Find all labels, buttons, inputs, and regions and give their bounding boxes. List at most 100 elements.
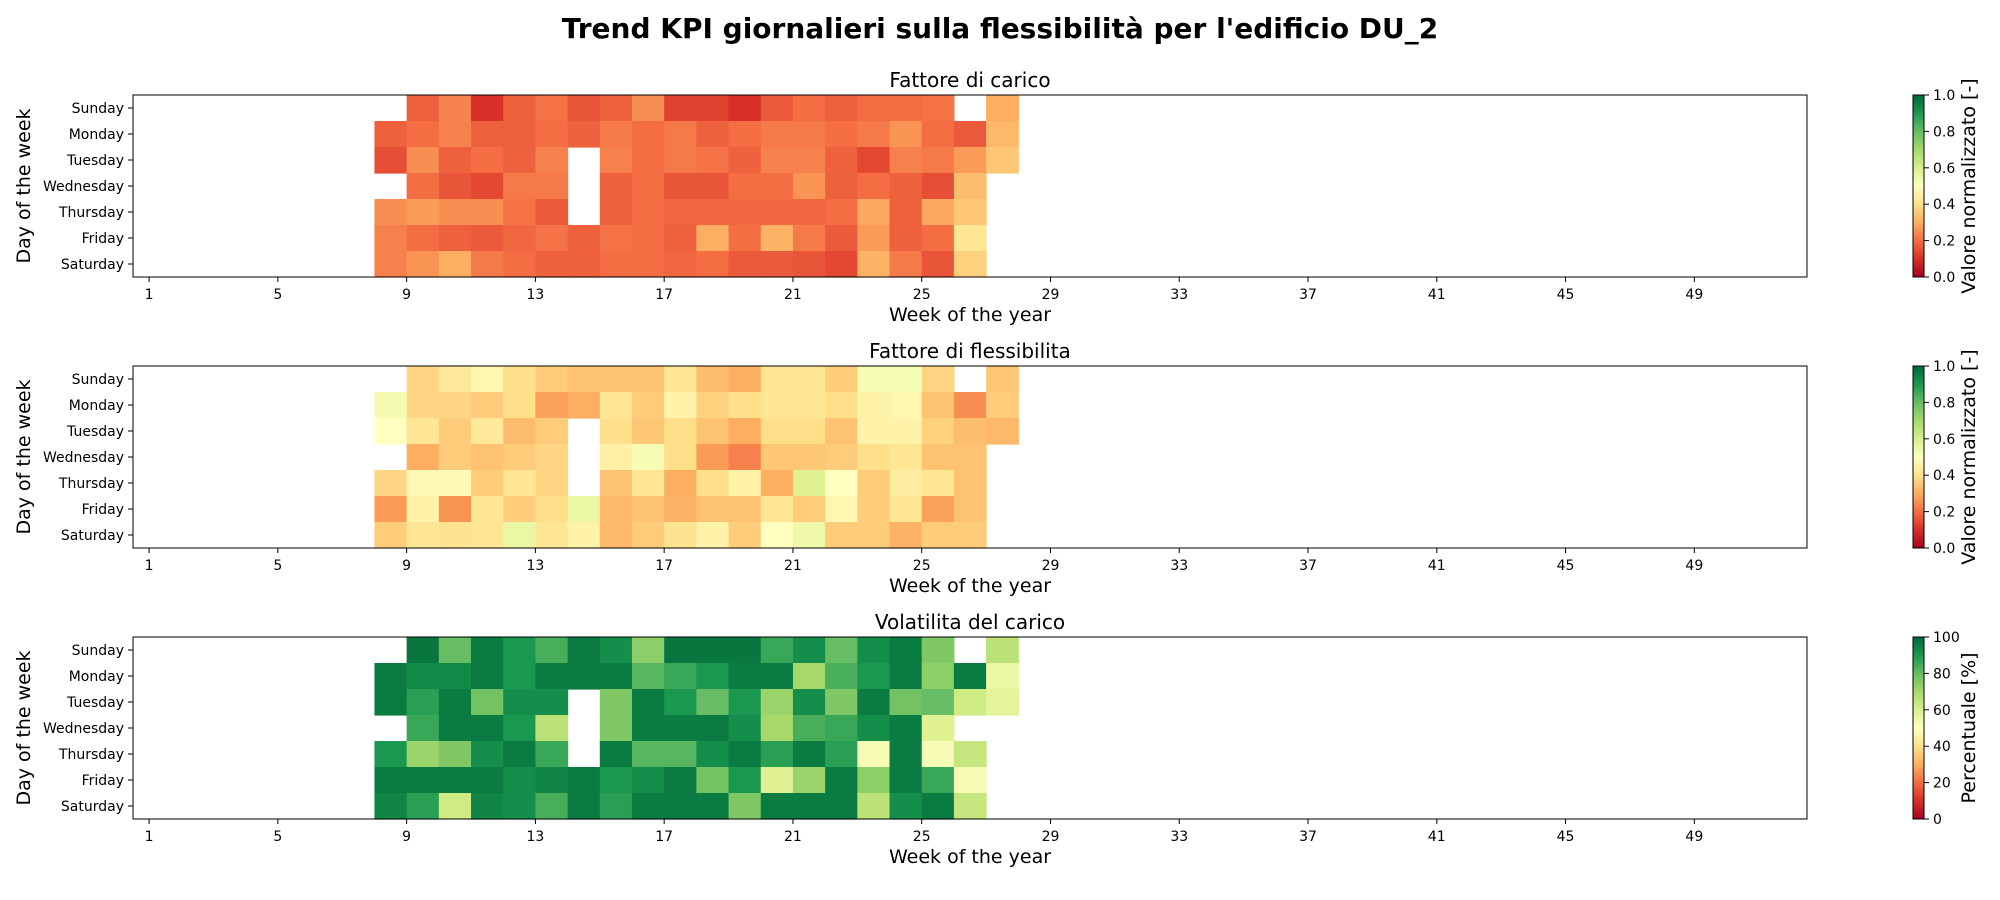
y-tick-label: Thursday — [58, 205, 124, 221]
heatmap-cell — [438, 173, 472, 200]
heatmap-cell — [471, 637, 504, 664]
heatmap-cell — [471, 225, 504, 252]
y-tick-label: Saturday — [61, 799, 124, 815]
heatmap-cell — [535, 470, 569, 497]
colorbar — [1912, 365, 1925, 549]
heatmap-cell — [953, 392, 987, 419]
heatmap-cell — [599, 95, 633, 122]
heatmap-cell — [953, 522, 987, 549]
heatmap-cell — [792, 251, 826, 278]
heatmap-cell — [438, 715, 472, 742]
colorbar — [1912, 636, 1925, 820]
heatmap-cell — [953, 173, 987, 200]
heatmap-cell — [889, 496, 923, 523]
heatmap-cell — [760, 366, 794, 393]
heatmap-cell — [728, 522, 762, 549]
heatmap-cell — [889, 251, 923, 278]
heatmap-cell — [728, 496, 762, 523]
heatmap-cell — [503, 663, 536, 690]
heatmap-cell — [889, 767, 923, 794]
x-tick-label: 17 — [655, 558, 673, 574]
x-tick-label: 45 — [1557, 558, 1575, 574]
heatmap-cell — [535, 199, 569, 226]
heatmap-cell — [953, 121, 987, 148]
heatmap-cell — [696, 392, 730, 419]
heatmap-cell — [664, 741, 697, 768]
heatmap-cell — [599, 225, 633, 252]
heatmap-cell — [438, 251, 472, 278]
heatmap-cell — [503, 251, 536, 278]
heatmap-cell — [889, 689, 923, 716]
heatmap-cell — [503, 715, 536, 742]
x-tick-label: 45 — [1557, 829, 1575, 845]
heatmap-cell — [728, 225, 762, 252]
heatmap-cell — [889, 522, 923, 549]
heatmap-cell — [535, 767, 569, 794]
y-axis-label: Day of the week — [13, 108, 35, 263]
heatmap-cell — [825, 95, 858, 122]
heatmap-cell — [631, 444, 665, 471]
heatmap-cell — [825, 637, 858, 664]
heatmap-cell — [760, 173, 794, 200]
heatmap-cell — [921, 715, 955, 742]
heatmap-cell — [664, 225, 697, 252]
heatmap-cell — [921, 251, 955, 278]
heatmap-cell — [406, 251, 440, 278]
x-tick-label: 49 — [1685, 829, 1703, 845]
heatmap-cell — [599, 767, 633, 794]
heatmap-cell — [567, 663, 601, 690]
heatmap-cell — [631, 199, 665, 226]
heatmap-cell — [374, 392, 408, 419]
heatmap-cell — [857, 225, 891, 252]
heatmap-cell — [792, 225, 826, 252]
heatmap-cell — [921, 663, 955, 690]
y-tick-label: Wednesday — [43, 721, 124, 737]
heatmap-cell — [857, 522, 891, 549]
colorbar-tick-label: 80 — [1933, 666, 1951, 682]
heatmap-cell — [535, 251, 569, 278]
heatmap-cell — [406, 173, 440, 200]
heatmap-cell — [471, 392, 504, 419]
heatmap-cell — [825, 767, 858, 794]
heatmap-cell — [631, 418, 665, 445]
heatmap-cell — [760, 225, 794, 252]
panel-title: Fattore di flessibilita — [869, 339, 1071, 363]
heatmap-cell — [664, 496, 697, 523]
heatmap-cell — [760, 689, 794, 716]
heatmap-cell — [374, 418, 408, 445]
x-tick-label: 29 — [1042, 558, 1060, 574]
colorbar-tick-label: 0.6 — [1933, 161, 1955, 177]
colorbar-tick-label: 20 — [1933, 776, 1951, 792]
heatmap-cell — [986, 637, 1019, 664]
heatmap-cell — [406, 121, 440, 148]
colorbar-tick-label: 0.6 — [1933, 432, 1955, 448]
x-tick-label: 25 — [913, 829, 931, 845]
heatmap-cell — [825, 741, 858, 768]
heatmap-cell — [567, 95, 601, 122]
heatmap-cell — [696, 496, 730, 523]
x-tick-label: 13 — [526, 558, 544, 574]
heatmap-cell — [471, 793, 504, 820]
heatmap-cell — [792, 418, 826, 445]
heatmap-cell — [374, 199, 408, 226]
heatmap-cell — [438, 522, 472, 549]
heatmap-cell — [535, 496, 569, 523]
heatmap-cell — [406, 637, 440, 664]
heatmap-cell — [953, 444, 987, 471]
heatmap-cell — [406, 715, 440, 742]
heatmap-cell — [664, 121, 697, 148]
heatmap-cell — [921, 689, 955, 716]
heatmap-cell — [471, 418, 504, 445]
heatmap-cell — [696, 767, 730, 794]
heatmap-cell — [471, 522, 504, 549]
colorbar-label: Valore normalizzato [-] — [1958, 349, 1980, 564]
heatmap-cell — [631, 251, 665, 278]
y-tick-label: Wednesday — [43, 450, 124, 466]
heatmap-cell — [792, 522, 826, 549]
x-tick-label: 21 — [784, 829, 802, 845]
heatmap-cell — [921, 95, 955, 122]
colorbar-tick-label: 0.4 — [1933, 197, 1955, 213]
heatmap-cell — [953, 418, 987, 445]
heatmap-cell — [792, 689, 826, 716]
heatmap-cell — [696, 689, 730, 716]
